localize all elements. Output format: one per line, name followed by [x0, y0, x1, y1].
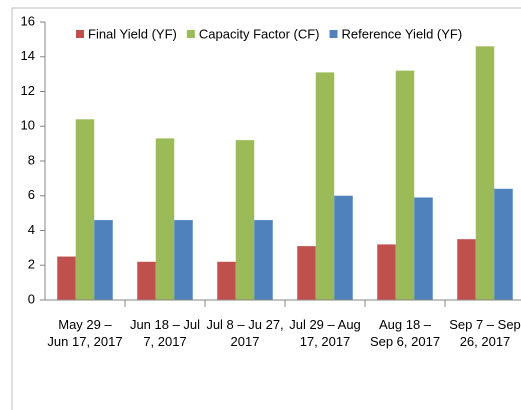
bar — [94, 220, 113, 300]
y-tick-label: 4 — [28, 222, 35, 237]
x-tick-label: Sep 7 – Sep 26, 2017 — [449, 317, 521, 349]
bar — [235, 140, 255, 300]
y-tick-label: 12 — [21, 83, 35, 98]
bar — [297, 246, 316, 300]
legend-swatch — [186, 30, 195, 38]
bar — [395, 70, 415, 301]
bar — [315, 72, 335, 300]
bar — [174, 220, 193, 300]
chart-border — [11, 7, 521, 410]
legend-label: Reference Yield (YF) — [342, 26, 463, 41]
bar — [57, 256, 76, 300]
x-tick-label: Aug 18 – Sep 6, 2017 — [369, 317, 441, 349]
legend-label: Capacity Factor (CF) — [199, 26, 320, 41]
x-tick-label: Jul 8 – Ju 27, 2017 — [206, 317, 284, 349]
bar — [377, 244, 396, 300]
x-tick-label: May 29 – Jun 17, 2017 — [47, 317, 123, 349]
bar — [254, 220, 273, 300]
bar — [137, 261, 156, 300]
y-tick-label: 16 — [21, 13, 35, 28]
y-tick-label: 0 — [28, 291, 35, 306]
bar — [475, 46, 495, 301]
bar — [494, 188, 513, 300]
y-tick-label: 6 — [28, 187, 35, 202]
bar — [334, 195, 353, 300]
legend-swatch — [329, 30, 338, 38]
bar — [155, 138, 175, 300]
y-tick-label: 10 — [21, 118, 35, 133]
y-tick-label: 14 — [21, 48, 35, 63]
x-tick-label: Jun 18 – Jul 7, 2017 — [129, 317, 201, 349]
y-tick-label: 2 — [28, 257, 35, 272]
bar — [414, 197, 433, 300]
y-tick-label: 8 — [28, 152, 35, 167]
bar — [457, 239, 476, 300]
legend-swatch — [76, 30, 84, 38]
x-tick-label: Jul 29 – Aug 17, 2017 — [289, 317, 361, 349]
bar — [217, 261, 236, 300]
legend-label: Final Yield (YF) — [88, 26, 177, 41]
bar — [75, 119, 95, 300]
